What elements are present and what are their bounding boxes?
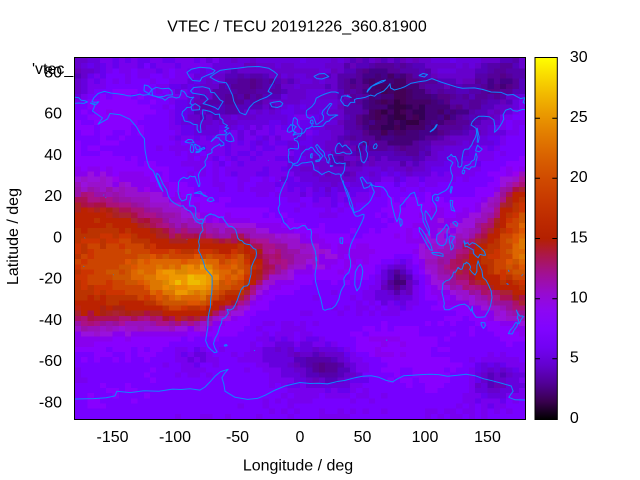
- svg-text:Latitude / deg: Latitude / deg: [5, 188, 22, 285]
- svg-text:'vtec_: 'vtec_: [32, 61, 74, 78]
- svg-text:25: 25: [570, 109, 588, 126]
- svg-text:-60: -60: [39, 353, 62, 370]
- svg-text:-20: -20: [39, 271, 62, 288]
- svg-text:40: 40: [44, 147, 62, 164]
- svg-text:10: 10: [570, 290, 588, 307]
- svg-text:15: 15: [570, 229, 588, 246]
- svg-text:150: 150: [474, 429, 501, 446]
- svg-text:30: 30: [570, 49, 588, 66]
- svg-text:-50: -50: [226, 429, 249, 446]
- svg-text:0: 0: [53, 229, 62, 246]
- svg-text:80: 80: [44, 64, 62, 81]
- svg-text:Longitude / deg: Longitude / deg: [243, 458, 353, 475]
- svg-text:-40: -40: [39, 312, 62, 329]
- svg-text:-80: -80: [39, 394, 62, 411]
- svg-text:-150: -150: [96, 429, 128, 446]
- svg-text:0: 0: [296, 429, 305, 446]
- svg-text:-100: -100: [159, 429, 191, 446]
- svg-text:50: 50: [354, 429, 372, 446]
- svg-text:60: 60: [44, 106, 62, 123]
- svg-text:0: 0: [570, 410, 579, 427]
- svg-text:100: 100: [412, 429, 439, 446]
- svg-text:VTEC / TECU 20191226_360.81900: VTEC / TECU 20191226_360.81900: [167, 18, 427, 35]
- svg-text:20: 20: [570, 169, 588, 186]
- svg-text:5: 5: [570, 350, 579, 367]
- svg-text:20: 20: [44, 188, 62, 205]
